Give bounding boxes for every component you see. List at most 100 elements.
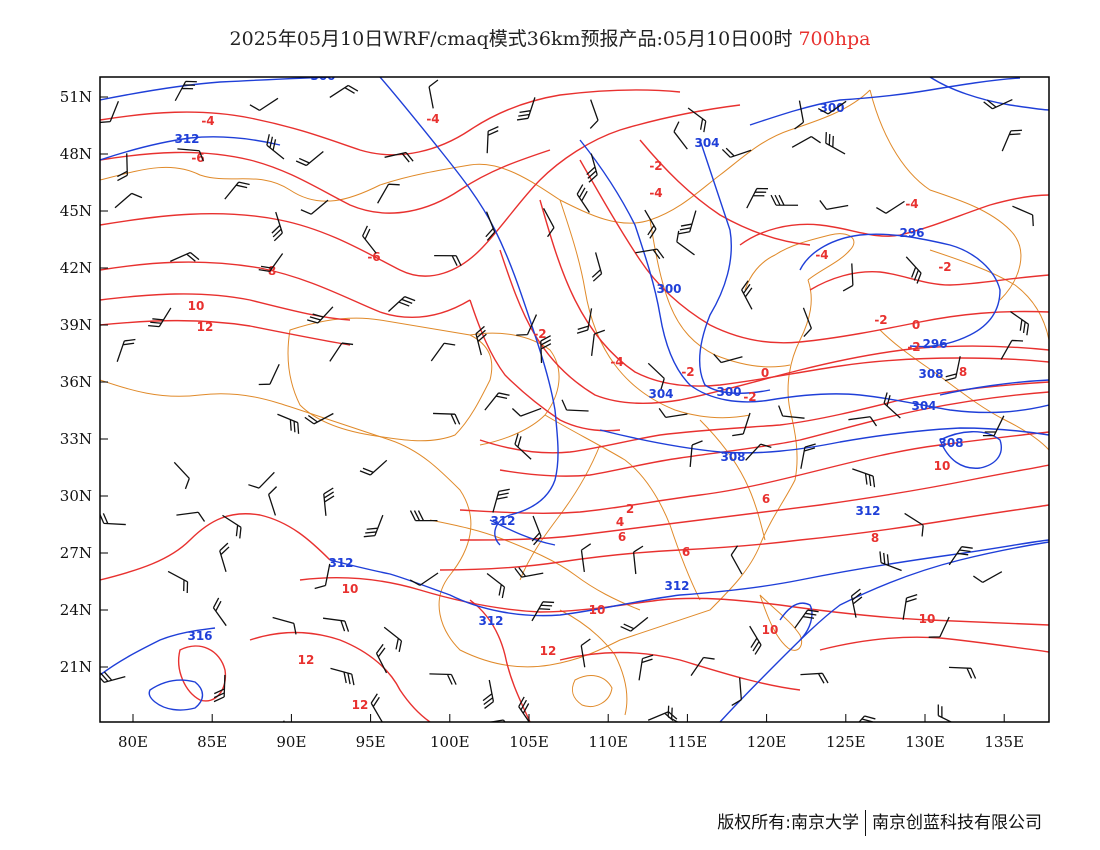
temp-label: 10 — [342, 582, 359, 596]
wind-barb-stroke — [586, 153, 598, 183]
wind-barb — [644, 209, 657, 239]
wind-barb-stroke — [1012, 205, 1034, 227]
y-tick-label: 39N — [60, 316, 92, 334]
wind-barb-stroke — [485, 211, 496, 241]
chart-title: 2025年05月10日WRF/cmaq模式36km预报产品:05月10日00时 7… — [0, 24, 1100, 51]
temp-label: 6 — [762, 492, 770, 506]
company-name: 南京创蓝科技有限公司 — [872, 813, 1042, 833]
wind-barb — [516, 314, 538, 336]
wind-barb — [676, 230, 695, 256]
wind-barb-stroke — [800, 443, 816, 469]
wind-barb-stroke — [676, 230, 695, 256]
wind-barb-stroke — [817, 100, 847, 115]
wind-barb — [1010, 311, 1030, 336]
wind-barb-stroke — [883, 392, 901, 419]
temp-label: 10 — [934, 459, 951, 473]
y-tick-label: 51N — [60, 88, 92, 106]
wind-barb-stroke — [794, 100, 805, 130]
wind-barb-stroke — [511, 407, 542, 417]
wind-barb — [409, 572, 439, 586]
wind-barb-stroke — [277, 413, 300, 434]
temp-label: 0 — [761, 366, 769, 380]
wind-barb-stroke — [982, 415, 1005, 437]
wind-barb-stroke — [409, 510, 438, 522]
x-tick-label: 105E — [509, 733, 549, 751]
y-tick-label: 21N — [60, 658, 92, 676]
wind-barb-stroke — [689, 440, 703, 467]
wind-barb-stroke — [329, 342, 354, 362]
wind-barb-stroke — [778, 405, 805, 419]
wind-barb — [746, 187, 768, 209]
temp-label: 10 — [188, 299, 205, 313]
wind-barb-stroke — [928, 616, 950, 638]
wind-barb-stroke — [731, 677, 742, 706]
wind-barb — [690, 656, 715, 677]
wind-barb — [429, 673, 457, 685]
wind-barb — [304, 412, 334, 425]
wind-barb-stroke — [905, 256, 922, 284]
wind-barb — [902, 594, 918, 620]
temp-label: 10 — [919, 612, 936, 626]
wind-barb — [430, 342, 456, 362]
wind-barb-stroke — [433, 412, 461, 425]
wind-barb — [591, 252, 603, 282]
wind-barb-stroke — [329, 84, 359, 99]
wind-barb — [511, 407, 542, 417]
wind-barb-stroke — [749, 625, 762, 655]
wind-barb-stroke — [516, 97, 536, 121]
wind-barb-stroke — [516, 314, 538, 336]
x-tick-label: 90E — [276, 733, 306, 751]
height-label: 304 — [694, 136, 719, 150]
wind-barb-stroke — [591, 252, 603, 282]
wind-barb-stroke — [116, 338, 136, 362]
x-tick-label: 85E — [197, 733, 227, 751]
wind-barb-stroke — [212, 597, 227, 627]
wind-barb — [904, 512, 924, 537]
wind-barb-stroke — [164, 729, 183, 758]
height-label: 296 — [922, 337, 947, 351]
wind-barb — [224, 181, 250, 200]
x-tick-label: 120E — [747, 733, 787, 751]
wind-barb — [164, 729, 183, 758]
wind-barb — [177, 148, 205, 162]
wind-barb — [741, 280, 753, 310]
wind-barb — [576, 308, 593, 334]
wind-barb-stroke — [842, 263, 854, 292]
wind-barb — [384, 151, 414, 163]
wind-barb-stroke — [518, 696, 532, 722]
wind-barb — [266, 134, 285, 160]
wind-barb-stroke — [589, 99, 599, 129]
wind-barb — [791, 135, 821, 148]
temp-label: 8 — [959, 365, 967, 379]
wind-barb-stroke — [576, 308, 593, 334]
temp-label: -2 — [681, 365, 694, 379]
wind-barb — [370, 693, 383, 722]
wind-barb — [825, 132, 846, 155]
wind-barb — [928, 616, 950, 638]
wind-barb-stroke — [482, 679, 495, 709]
wind-barb — [638, 654, 654, 681]
wind-barb-stroke — [492, 488, 510, 513]
wind-barb — [721, 147, 752, 158]
wind-barb-stroke — [314, 563, 331, 590]
wind-barb-stroke — [580, 638, 591, 668]
wind-barb — [176, 511, 206, 522]
wind-barb — [802, 307, 812, 338]
y-tick-label: 33N — [60, 430, 92, 448]
wind-barb — [117, 153, 128, 182]
temp-label: -4 — [649, 186, 662, 200]
wind-barb-stroke — [370, 693, 383, 722]
temp-label: 12 — [352, 698, 369, 712]
wind-barb-stroke — [825, 132, 846, 155]
wind-barb — [258, 253, 284, 273]
wind-barb — [167, 570, 189, 593]
wind-barb — [383, 626, 403, 652]
y-tick-label: 27N — [60, 544, 92, 562]
wind-barb — [514, 567, 544, 578]
wind-barb-stroke — [948, 546, 973, 566]
wind-barb — [514, 433, 532, 460]
wind-barb-stroke — [173, 461, 190, 490]
wind-barb-stroke — [169, 251, 200, 262]
wind-barb — [770, 194, 799, 206]
temp-label: 4 — [616, 515, 624, 529]
